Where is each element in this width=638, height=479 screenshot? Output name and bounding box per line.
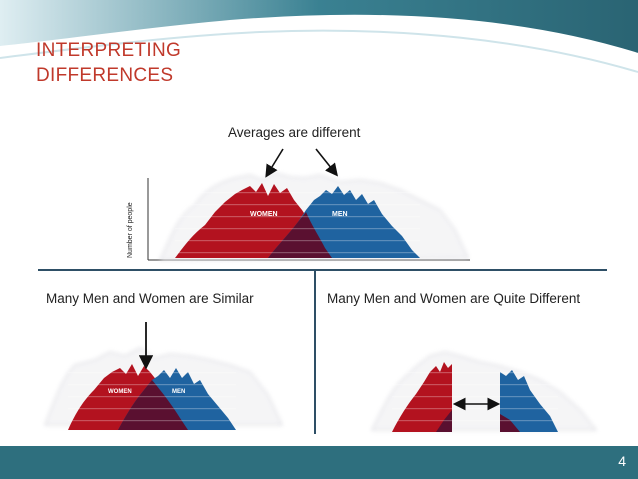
footer-bar: 4: [0, 446, 638, 479]
page-number: 4: [618, 453, 626, 469]
slide-title: INTERPRETING DIFFERENCES: [36, 38, 181, 88]
left-men-label: MEN: [172, 389, 185, 395]
top-men-label: MEN: [332, 211, 348, 218]
title-line-1: INTERPRETING: [36, 40, 182, 61]
arrow-to-men-peak: [315, 148, 338, 177]
header-wave-band: [0, 0, 638, 73]
top-women-label: WOMEN: [250, 211, 278, 218]
top-y-axis-label: Number of people: [127, 202, 134, 258]
right-distribution-chart: [371, 351, 598, 432]
top-distribution-chart: WOMEN MEN Number of people: [127, 172, 470, 261]
left-caption: Many Men and Women are Similar: [46, 291, 254, 306]
left-women-label: WOMEN: [108, 389, 132, 395]
arrow-to-women-peak: [265, 148, 284, 178]
left-distribution-chart: WOMEN MEN: [44, 347, 283, 430]
top-caption: Averages are different: [228, 125, 361, 140]
right-caption: Many Men and Women are Quite Different: [327, 291, 581, 306]
title-line-2: DIFFERENCES: [36, 65, 174, 86]
